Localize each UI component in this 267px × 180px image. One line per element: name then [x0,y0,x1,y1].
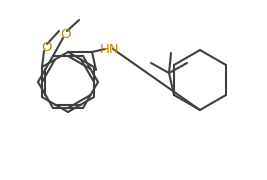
Text: HN: HN [100,42,120,55]
Text: O: O [41,40,51,53]
Text: O: O [60,28,70,40]
